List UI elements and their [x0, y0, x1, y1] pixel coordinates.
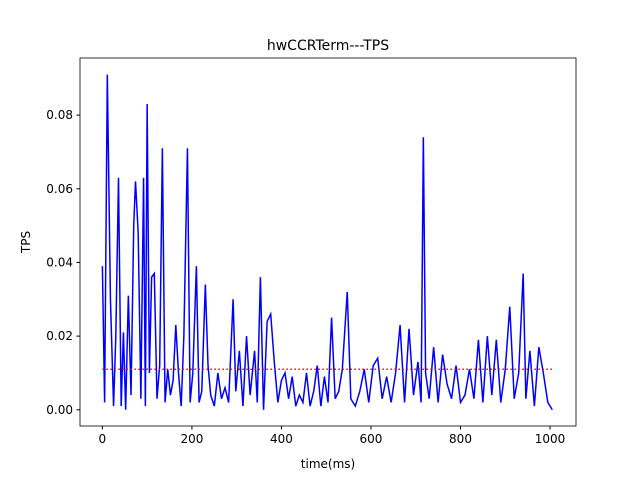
x-tick-label: 200 — [180, 432, 203, 446]
x-tick-label: 600 — [360, 432, 383, 446]
plot-frame — [79, 57, 577, 427]
x-tick-label: 400 — [270, 432, 293, 446]
y-tick-label: 0.02 — [46, 329, 73, 343]
y-tick-label: 0.00 — [46, 403, 73, 417]
x-tick-label: 800 — [449, 432, 472, 446]
chart-title: hwCCRTerm---TPS — [267, 38, 389, 54]
y-tick-label: 0.08 — [46, 108, 73, 122]
x-tick-label: 0 — [99, 432, 107, 446]
y-tick-label: 0.06 — [46, 182, 73, 196]
y-tick-label: 0.04 — [46, 255, 73, 269]
y-axis-label: TPS — [19, 231, 33, 254]
data-line — [101, 74, 553, 411]
x-axis-label: time(ms) — [301, 457, 355, 471]
x-tick-label: 1000 — [535, 432, 566, 446]
